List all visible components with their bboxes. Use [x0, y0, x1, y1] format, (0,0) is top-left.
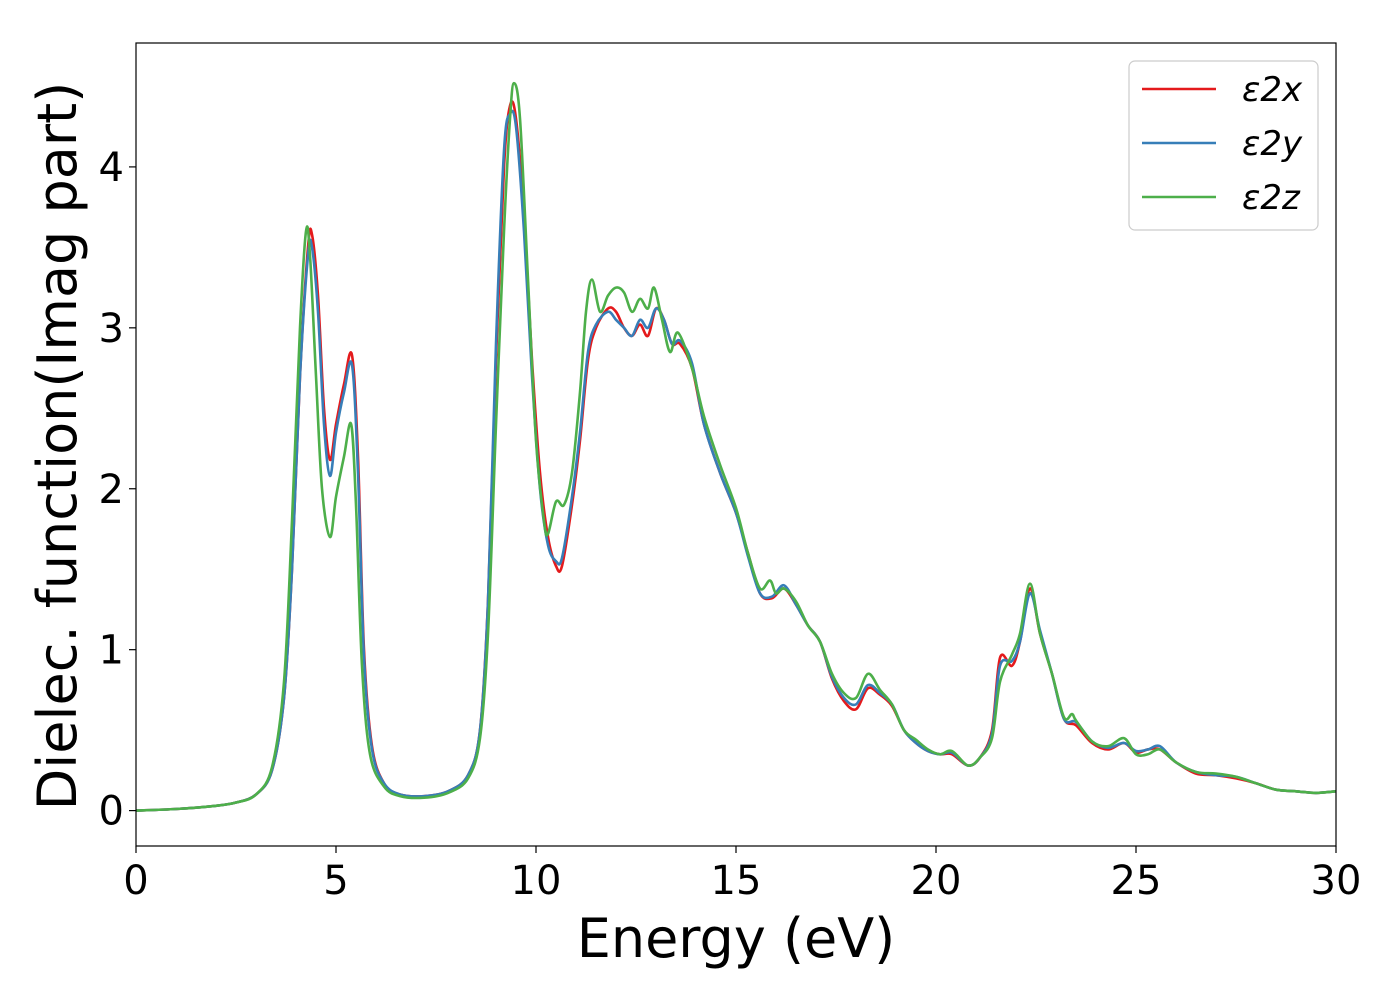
legend-label: ε2x — [1242, 70, 1303, 110]
y-axis-title: Dielec. function(Imag part) — [26, 82, 89, 811]
x-tick-label: 15 — [711, 858, 762, 904]
x-tick-label: 25 — [1111, 858, 1162, 904]
y-tick-label: 0 — [99, 789, 124, 835]
x-axis-title: Energy (eV) — [577, 907, 896, 970]
y-axis: 0 1 2 3 4 — [99, 145, 136, 835]
y-tick-label: 4 — [99, 145, 124, 191]
series-layer — [136, 81, 1336, 812]
x-axis: 0 5 10 15 20 25 30 — [123, 846, 1361, 904]
series-line-3 — [136, 81, 1336, 812]
x-tick-label: 20 — [911, 858, 962, 904]
y-tick-label: 3 — [99, 306, 124, 352]
y-tick-label: 1 — [99, 628, 124, 674]
x-tick-label: 10 — [511, 858, 562, 904]
x-tick-label: 30 — [1311, 858, 1362, 904]
x-tick-label: 0 — [123, 858, 148, 904]
legend-box — [1128, 60, 1319, 231]
legend: ε2x ε2y ε2z — [1128, 60, 1319, 231]
x-tick-label: 5 — [323, 858, 348, 904]
legend-label: ε2z — [1242, 178, 1301, 218]
y-tick-label: 2 — [99, 467, 124, 513]
legend-label: ε2y — [1242, 124, 1303, 164]
